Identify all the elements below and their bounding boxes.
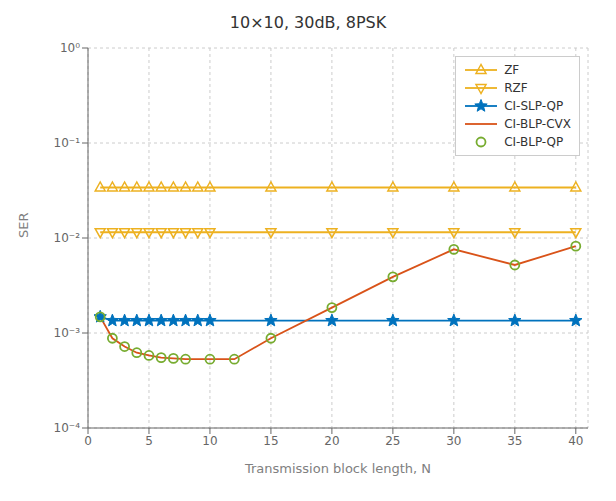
html-text:CI-BLP-CVX: CI-BLP-CVX [504,117,571,131]
svg-text:35: 35 [507,434,522,448]
svg-text:Transmission block length, N: Transmission block length, N [244,461,431,476]
svg-text:30: 30 [446,434,461,448]
svg-text:10: 10 [202,434,217,448]
svg-text:25: 25 [385,434,400,448]
svg-text:40: 40 [568,434,583,448]
svg-text:10⁻¹: 10⁻¹ [54,136,81,150]
svg-text:5: 5 [145,434,153,448]
svg-text:10⁻²: 10⁻² [54,231,81,245]
svg-text:10⁻⁴: 10⁻⁴ [54,421,81,435]
svg-text:20: 20 [324,434,339,448]
html-text:RZF: RZF [504,81,528,95]
svg-text:0: 0 [84,434,92,448]
html-text:CI-BLP-QP: CI-BLP-QP [504,135,564,149]
html-text:CI-SLP-QP: CI-SLP-QP [504,99,564,113]
svg-text:SER: SER [16,213,31,239]
svg-text:10⁰: 10⁰ [60,41,80,55]
html-text:ZF: ZF [504,63,520,77]
svg-text:10⁻³: 10⁻³ [54,326,81,340]
html-text:10×10, 30dB, 8PSK: 10×10, 30dB, 8PSK [229,13,387,32]
svg-text:15: 15 [263,434,278,448]
